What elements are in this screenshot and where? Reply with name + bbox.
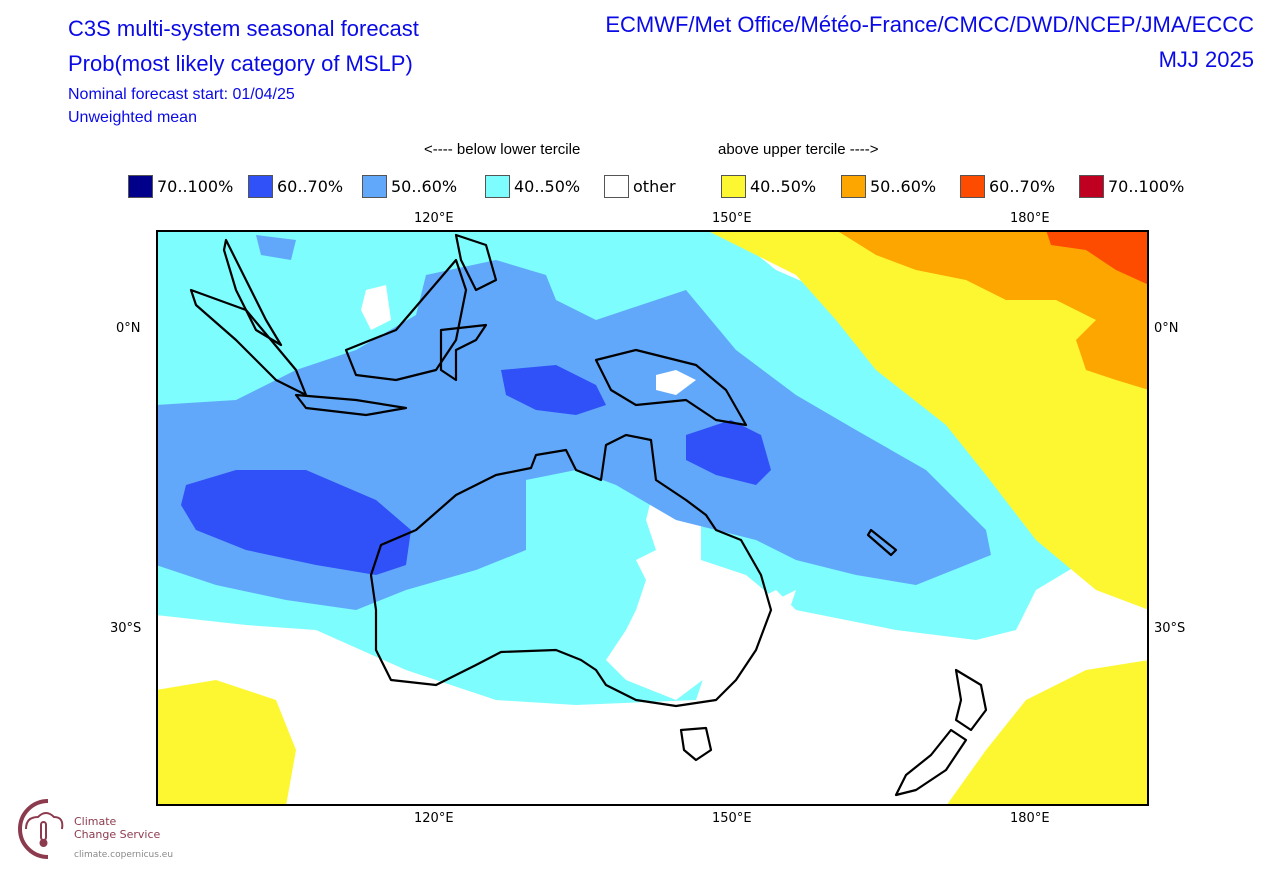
- copernicus-logo: Climate Change Service climate.copernicu…: [8, 795, 208, 865]
- coastline-nz-north: [954, 668, 988, 732]
- logo-url[interactable]: climate.copernicus.eu: [74, 850, 174, 860]
- region-other-borneo: [361, 285, 391, 330]
- legend-label: 60..70%: [277, 177, 344, 196]
- legend-item-below-1: 60..70%: [248, 175, 343, 198]
- coastlines: [189, 233, 988, 797]
- coastline-philippines: [454, 233, 498, 292]
- coastline-australia: [369, 433, 773, 708]
- region-above-40-50-se: [946, 660, 1149, 806]
- lat-tick-left-0: 0°N: [116, 321, 141, 336]
- region-above-60-70: [1046, 230, 1149, 285]
- region-above-50-60: [836, 230, 1149, 390]
- legend-item-other-4: other: [604, 175, 676, 198]
- legend-swatch: [841, 175, 866, 198]
- legend-item-above-8: 70..100%: [1079, 175, 1184, 198]
- legend-item-below-2: 50..60%: [362, 175, 457, 198]
- title-line1: C3S multi-system seasonal forecast: [68, 16, 419, 41]
- forecast-start: Nominal forecast start: 01/04/25: [68, 86, 295, 103]
- legend-label: 60..70%: [989, 177, 1056, 196]
- region-above-40-50-sw: [156, 680, 296, 806]
- legend-item-above-5: 40..50%: [721, 175, 816, 198]
- title-line2: Prob(most likely category of MSLP): [68, 51, 413, 76]
- lat-tick-right-0: 0°N: [1154, 321, 1179, 336]
- coastline-borneo: [344, 258, 468, 382]
- region-above-40-50-pacific: [706, 230, 1149, 610]
- lat-tick-left-30s: 30°S: [110, 621, 142, 636]
- legend-swatch: [128, 175, 153, 198]
- thermometer-cloud-icon: [18, 799, 64, 859]
- legend-label: other: [633, 177, 676, 196]
- legend-item-above-6: 50..60%: [841, 175, 936, 198]
- weighting-note: Unweighted mean: [68, 109, 197, 126]
- coastline-sulawesi: [439, 323, 488, 382]
- legend-label: 40..50%: [750, 177, 817, 196]
- legend-label: 70..100%: [1108, 177, 1185, 196]
- logo-line2: Change Service: [74, 828, 161, 841]
- lon-tick-top-150: 150°E: [712, 211, 752, 226]
- legend-label: 50..60%: [870, 177, 937, 196]
- lon-tick-top-180: 180°E: [1010, 211, 1050, 226]
- map-frame: [156, 230, 1149, 806]
- forecast-map: [156, 230, 1149, 806]
- legend-item-above-7: 60..70%: [960, 175, 1055, 198]
- lon-tick-top-120: 120°E: [414, 211, 454, 226]
- region-below-50-60-north: [256, 235, 296, 260]
- coastline-sumatra: [189, 288, 308, 397]
- coastline-tasmania: [679, 726, 713, 762]
- legend-swatch: [248, 175, 273, 198]
- logo-line1: Climate: [74, 815, 117, 828]
- lon-tick-bottom-150: 150°E: [712, 811, 752, 826]
- coastline-nz-south: [894, 728, 968, 797]
- lon-tick-bottom-120: 120°E: [414, 811, 454, 826]
- forecast-period: MJJ 2025: [1158, 47, 1254, 72]
- legend-swatch: [362, 175, 387, 198]
- legend-label: 70..100%: [157, 177, 234, 196]
- legend-above-header: above upper tercile ---->: [718, 141, 879, 158]
- contributing-centres: ECMWF/Met Office/Météo-France/CMCC/DWD/N…: [605, 12, 1254, 37]
- coastline-java: [294, 393, 408, 417]
- lat-tick-right-30s: 30°S: [1154, 621, 1186, 636]
- coastline-new-caledonia: [866, 528, 898, 557]
- legend-swatch: [721, 175, 746, 198]
- coastline-malaya: [222, 238, 283, 347]
- legend-swatch: [604, 175, 629, 198]
- legend-swatch: [960, 175, 985, 198]
- legend-item-below-3: 40..50%: [485, 175, 580, 198]
- region-below-60-70-png: [686, 420, 771, 485]
- region-below-60-70-banda: [501, 365, 606, 415]
- legend-label: 50..60%: [391, 177, 458, 196]
- legend-swatch: [485, 175, 510, 198]
- region-below-60-70-west: [181, 470, 411, 575]
- region-other-australia: [606, 495, 796, 700]
- legend-label: 40..50%: [514, 177, 581, 196]
- coastline-new-guinea: [594, 348, 748, 427]
- legend-swatch: [1079, 175, 1104, 198]
- region-other-png-north: [656, 370, 696, 395]
- lon-tick-bottom-180: 180°E: [1010, 811, 1050, 826]
- legend-item-below-0: 70..100%: [128, 175, 233, 198]
- legend-below-header: <---- below lower tercile: [424, 141, 581, 158]
